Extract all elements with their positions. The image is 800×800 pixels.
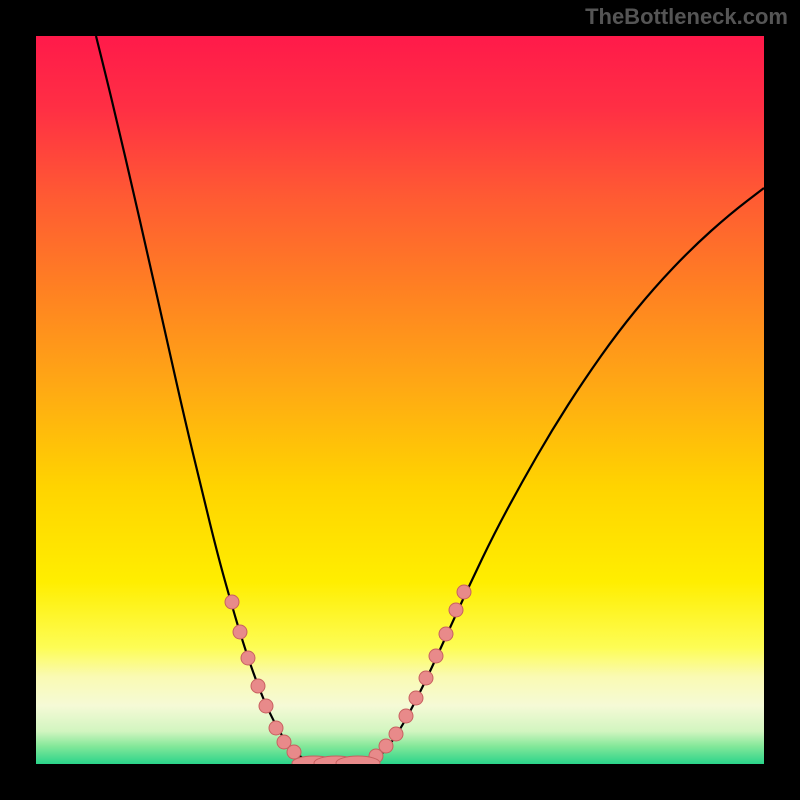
- data-marker: [389, 727, 403, 741]
- watermark-text: TheBottleneck.com: [585, 4, 788, 30]
- data-marker: [225, 595, 239, 609]
- data-marker: [233, 625, 247, 639]
- data-marker: [439, 627, 453, 641]
- data-marker: [429, 649, 443, 663]
- curve-layer: [36, 36, 764, 764]
- data-marker: [287, 745, 301, 759]
- data-marker: [409, 691, 423, 705]
- chart-root: TheBottleneck.com: [0, 0, 800, 800]
- data-marker: [449, 603, 463, 617]
- data-marker: [379, 739, 393, 753]
- data-marker: [457, 585, 471, 599]
- data-marker: [251, 679, 265, 693]
- data-marker: [259, 699, 273, 713]
- data-marker: [269, 721, 283, 735]
- data-marker: [241, 651, 255, 665]
- data-marker: [399, 709, 413, 723]
- data-marker: [419, 671, 433, 685]
- plot-area: [36, 36, 764, 764]
